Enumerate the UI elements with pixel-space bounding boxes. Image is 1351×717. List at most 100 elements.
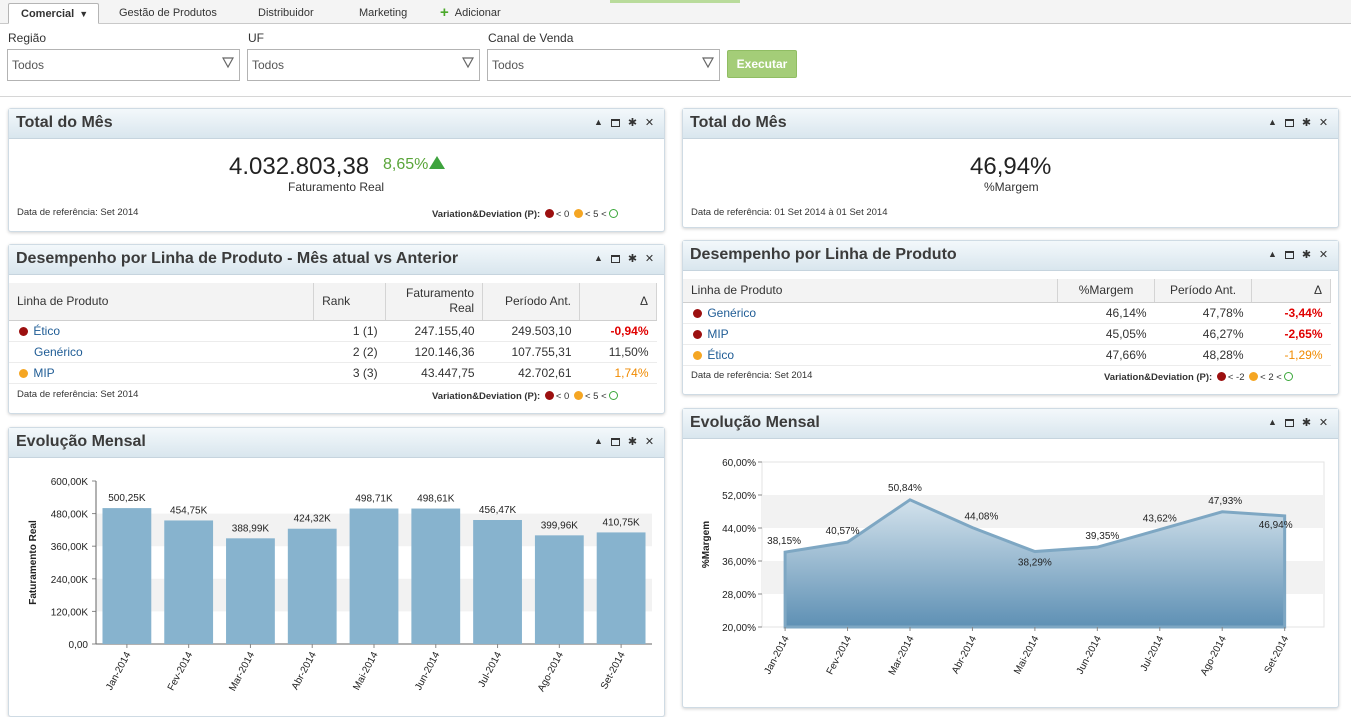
variation-legend: Variation&Deviation (P): < 0 < 5 < <box>432 209 620 220</box>
x-tick-label: Mar-2014 <box>887 634 917 677</box>
close-icon[interactable]: ✕ <box>644 253 655 265</box>
reference-date: Data de referência: Set 2014 <box>17 389 139 400</box>
legend-label: Variation&Deviation (P): <box>432 209 541 220</box>
filter-label-regiao: Região <box>8 31 47 45</box>
legend-threshold: < 0 <box>555 391 570 402</box>
legend-threshold: < <box>1276 372 1282 383</box>
tab-gestao-produtos[interactable]: Gestão de Produtos <box>119 7 217 19</box>
gear-icon[interactable]: ✱ <box>627 436 638 448</box>
data-label: 47,93% <box>1208 496 1242 507</box>
cell-faturamento: 43.447,75 <box>385 362 483 384</box>
cell-delta: -3,44% <box>1251 302 1331 324</box>
data-label: 50,84% <box>888 483 922 494</box>
minimize-icon[interactable]: ▲ <box>594 253 603 263</box>
y-tick-label: 36,00% <box>722 557 756 568</box>
bar <box>596 532 646 644</box>
regiao-select[interactable]: Todos <box>7 49 240 81</box>
uf-select[interactable]: Todos <box>247 49 480 81</box>
x-tick-label: Jul-2014 <box>1139 634 1167 673</box>
close-icon[interactable]: ✕ <box>1318 417 1329 429</box>
close-icon[interactable]: ✕ <box>1318 249 1329 261</box>
data-label: 43,62% <box>1143 514 1177 525</box>
executar-button[interactable]: Executar <box>727 50 797 78</box>
cell-produto: Ético <box>683 344 1058 366</box>
legend-threshold: < 0 <box>555 209 570 220</box>
y-axis-label: Faturamento Real <box>28 520 39 605</box>
data-label: 38,15% <box>767 536 801 547</box>
bar <box>473 519 522 644</box>
status-orange-icon <box>1249 372 1259 381</box>
maximize-icon[interactable] <box>609 253 622 265</box>
col-header-faturamento[interactable]: Faturamento Real <box>385 283 484 321</box>
data-label: 38,29% <box>1018 558 1052 569</box>
panel-evolucao-margem: Evolução Mensal ▲ ✱ ✕ 20,00% 28,00% 36,00% 44… <box>682 408 1339 708</box>
tab-comercial[interactable]: Comercial ▼ <box>8 3 100 24</box>
filter-dropdown-icon[interactable] <box>702 57 714 69</box>
col-header-periodo[interactable]: Período Ant. <box>482 283 580 321</box>
minimize-icon[interactable]: ▲ <box>1268 117 1277 127</box>
y-tick-label: 44,00% <box>722 524 756 535</box>
arrow-up-icon <box>429 156 446 169</box>
bar <box>287 528 337 644</box>
minimize-icon[interactable]: ▲ <box>594 436 603 446</box>
data-label: 498,71K <box>355 494 393 505</box>
close-icon[interactable]: ✕ <box>1318 117 1329 129</box>
col-header-delta[interactable]: Δ <box>1251 279 1331 303</box>
col-header-linha[interactable]: Linha de Produto <box>683 279 1059 303</box>
produto-link[interactable]: Ético <box>707 347 735 362</box>
maximize-icon[interactable] <box>1283 249 1296 261</box>
gear-icon[interactable]: ✱ <box>1301 249 1312 261</box>
chevron-down-icon[interactable]: ▼ <box>79 9 89 19</box>
status-green-icon <box>608 391 618 400</box>
panel-title: Evolução Mensal <box>690 414 820 431</box>
tab-adicionar[interactable]: + Adicionar <box>440 3 501 24</box>
data-label: 424,32K <box>294 514 332 525</box>
reference-date: Data de referência: 01 Set 2014 à 01 Set… <box>691 207 888 218</box>
filter-dropdown-icon[interactable] <box>462 57 474 69</box>
status-red-icon <box>1216 372 1226 381</box>
panel-title: Evolução Mensal <box>16 433 146 450</box>
gear-icon[interactable]: ✱ <box>1301 417 1312 429</box>
filter-dropdown-icon[interactable] <box>222 57 234 69</box>
maximize-icon[interactable] <box>1283 117 1296 129</box>
status-green-icon <box>608 209 618 218</box>
produto-link[interactable]: MIP <box>33 365 55 380</box>
produto-link[interactable]: Ético <box>33 323 61 338</box>
canal-venda-select[interactable]: Todos <box>487 49 720 81</box>
produto-link[interactable]: MIP <box>707 326 729 341</box>
bar <box>411 508 461 644</box>
minimize-icon[interactable]: ▲ <box>1268 249 1277 259</box>
legend-label: Variation&Deviation (P): <box>1104 372 1213 383</box>
minimize-icon[interactable]: ▲ <box>594 117 603 127</box>
y-tick-label: 0,00 <box>69 640 89 651</box>
gear-icon[interactable]: ✱ <box>627 117 638 129</box>
cell-periodo: 46,27% <box>1154 323 1252 345</box>
produto-link[interactable]: Genérico <box>707 305 757 320</box>
close-icon[interactable]: ✕ <box>644 117 655 129</box>
data-label: 454,75K <box>170 505 208 516</box>
x-tick-label: Mai-2014 <box>1012 634 1041 676</box>
cell-rank: 3 (3) <box>313 362 386 384</box>
close-icon[interactable]: ✕ <box>644 436 655 448</box>
maximize-icon[interactable] <box>1283 417 1296 429</box>
maximize-icon[interactable] <box>609 117 622 129</box>
area-fill <box>785 499 1285 627</box>
minimize-icon[interactable]: ▲ <box>1268 417 1277 427</box>
produto-link[interactable]: Genérico <box>34 344 83 359</box>
cell-delta: -2,65% <box>1251 323 1331 345</box>
col-header-margem[interactable]: %Margem <box>1057 279 1156 303</box>
panel-desempenho-mes: Desempenho por Linha de Produto - Mês at… <box>8 244 665 414</box>
data-label: 46,94% <box>1259 520 1293 531</box>
select-value: Todos <box>12 58 45 72</box>
gear-icon[interactable]: ✱ <box>627 253 638 265</box>
tab-distribuidor[interactable]: Distribuidor <box>258 7 314 19</box>
cell-margem: 46,14% <box>1057 302 1155 324</box>
gear-icon[interactable]: ✱ <box>1301 117 1312 129</box>
x-tick-label: Jun-2014 <box>413 650 442 692</box>
col-header-rank[interactable]: Rank <box>313 283 387 321</box>
tab-marketing[interactable]: Marketing <box>359 7 408 19</box>
col-header-periodo[interactable]: Período Ant. <box>1154 279 1252 303</box>
maximize-icon[interactable] <box>609 436 622 448</box>
col-header-delta[interactable]: Δ <box>579 283 657 321</box>
col-header-linha[interactable]: Linha de Produto <box>9 283 315 321</box>
